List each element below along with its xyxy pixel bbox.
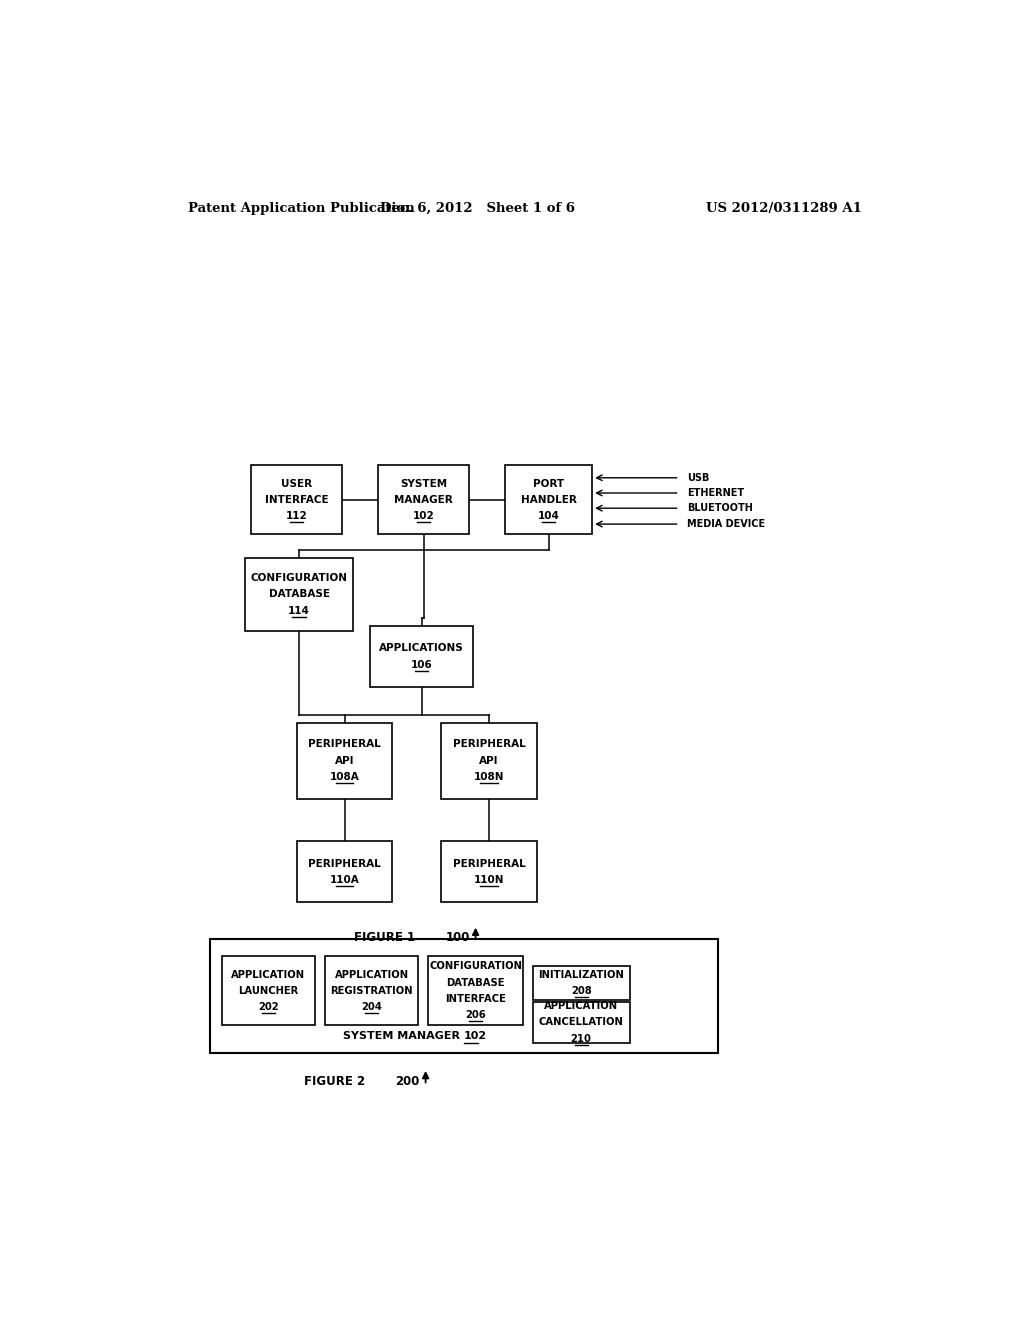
Text: CONFIGURATION: CONFIGURATION [251, 573, 347, 583]
Text: LAUNCHER: LAUNCHER [239, 986, 299, 995]
Bar [325, 956, 419, 1026]
Text: 208: 208 [570, 986, 592, 997]
Text: 108N: 108N [474, 772, 505, 781]
Text: CONFIGURATION: CONFIGURATION [429, 961, 522, 972]
Text: 102: 102 [413, 511, 434, 521]
Text: USB: USB [687, 473, 710, 483]
Bar [441, 841, 537, 903]
Text: INTERFACE: INTERFACE [265, 495, 329, 506]
Bar [221, 956, 315, 1026]
Bar [297, 722, 392, 799]
Text: 202: 202 [258, 1002, 279, 1012]
Text: DATABASE: DATABASE [446, 978, 505, 987]
Text: 106: 106 [411, 660, 432, 669]
Bar [246, 558, 352, 631]
Text: APPLICATION: APPLICATION [335, 970, 409, 979]
Bar [370, 626, 473, 686]
Text: 108A: 108A [330, 772, 359, 781]
Text: BLUETOOTH: BLUETOOTH [687, 503, 754, 513]
Text: APPLICATION: APPLICATION [231, 970, 305, 979]
Text: 110A: 110A [330, 875, 359, 884]
Text: PERIPHERAL: PERIPHERAL [453, 859, 525, 869]
Bar [441, 722, 537, 799]
Bar [378, 466, 469, 535]
Text: API: API [479, 755, 499, 766]
Text: 112: 112 [286, 511, 307, 521]
Text: FIGURE 2: FIGURE 2 [304, 1074, 366, 1088]
Text: 104: 104 [538, 511, 559, 521]
Bar [297, 841, 392, 903]
Text: INITIALIZATION: INITIALIZATION [539, 970, 624, 979]
Text: PORT: PORT [534, 479, 564, 488]
Text: 204: 204 [361, 1002, 382, 1012]
Text: APPLICATIONS: APPLICATIONS [379, 643, 464, 653]
Text: MEDIA DEVICE: MEDIA DEVICE [687, 519, 766, 529]
Text: 110N: 110N [474, 875, 505, 884]
Text: 114: 114 [288, 606, 310, 615]
Text: US 2012/0311289 A1: US 2012/0311289 A1 [707, 202, 862, 215]
Text: REGISTRATION: REGISTRATION [331, 986, 413, 995]
Text: 200: 200 [395, 1074, 420, 1088]
Text: DATABASE: DATABASE [268, 590, 330, 599]
Bar [532, 1002, 630, 1043]
Text: 206: 206 [465, 1010, 486, 1020]
Text: Dec. 6, 2012   Sheet 1 of 6: Dec. 6, 2012 Sheet 1 of 6 [380, 202, 574, 215]
Text: 100: 100 [445, 932, 470, 945]
Text: PERIPHERAL: PERIPHERAL [308, 739, 381, 750]
Text: ETHERNET: ETHERNET [687, 488, 744, 498]
Text: API: API [335, 755, 354, 766]
Text: USER: USER [281, 479, 312, 488]
Bar [505, 466, 592, 535]
Text: MANAGER: MANAGER [394, 495, 453, 506]
Bar [210, 939, 718, 1053]
Text: SYSTEM MANAGER: SYSTEM MANAGER [343, 1031, 464, 1040]
Text: HANDLER: HANDLER [520, 495, 577, 506]
Text: FIGURE 1: FIGURE 1 [354, 932, 416, 945]
Text: INTERFACE: INTERFACE [445, 994, 506, 1005]
Bar [532, 966, 630, 1001]
Text: PERIPHERAL: PERIPHERAL [453, 739, 525, 750]
Bar [251, 466, 342, 535]
Text: Patent Application Publication: Patent Application Publication [187, 202, 415, 215]
Bar [428, 956, 523, 1026]
Text: APPLICATION: APPLICATION [544, 1001, 618, 1011]
Text: PERIPHERAL: PERIPHERAL [308, 859, 381, 869]
Text: 102: 102 [464, 1031, 486, 1040]
Text: 210: 210 [570, 1034, 592, 1044]
Text: SYSTEM: SYSTEM [400, 479, 447, 488]
Text: CANCELLATION: CANCELLATION [539, 1018, 624, 1027]
